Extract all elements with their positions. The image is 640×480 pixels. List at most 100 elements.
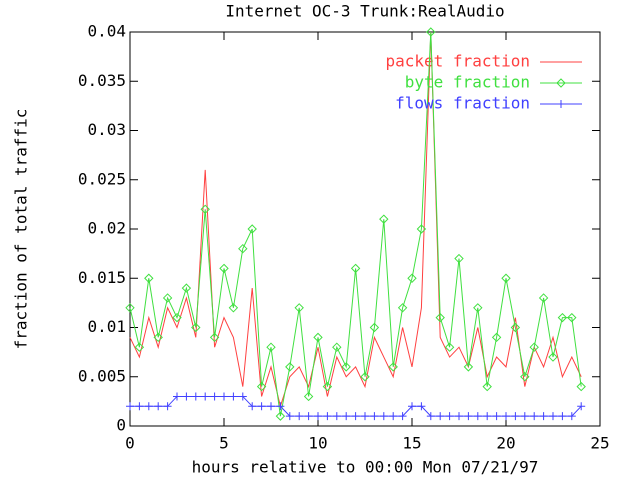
point-marker: [511, 412, 520, 421]
point-marker: [520, 372, 530, 382]
point-marker: [163, 402, 172, 411]
y-tick-label: 0.04: [87, 22, 126, 41]
point-marker: [445, 412, 454, 421]
point-marker: [436, 412, 445, 421]
point-marker: [455, 412, 463, 421]
point-marker: [162, 293, 173, 303]
point-marker: [426, 412, 435, 421]
point-marker: [200, 204, 210, 215]
point-marker: [556, 78, 566, 88]
point-marker: [275, 411, 286, 421]
x-tick-label: 25: [590, 434, 609, 453]
point-marker: [209, 332, 220, 343]
point-marker: [510, 322, 521, 333]
y-tick-label: 0.01: [87, 317, 126, 336]
point-marker: [285, 412, 294, 421]
point-marker: [191, 392, 200, 401]
point-marker: [501, 273, 511, 283]
point-marker: [294, 303, 304, 313]
point-marker: [473, 303, 483, 313]
point-marker: [464, 412, 473, 421]
point-marker: [548, 352, 558, 362]
point-marker: [332, 412, 341, 421]
y-tick-label: 0.02: [87, 219, 126, 238]
point-marker: [201, 392, 210, 401]
point-marker: [247, 224, 257, 234]
point-marker: [126, 402, 134, 411]
point-marker: [351, 412, 360, 421]
point-marker: [219, 263, 229, 274]
point-marker: [229, 392, 238, 401]
point-marker: [276, 402, 285, 411]
y-tick-label: 0.015: [78, 268, 126, 287]
point-marker: [491, 332, 502, 343]
point-marker: [417, 402, 426, 411]
point-marker: [369, 322, 380, 333]
point-marker: [135, 402, 144, 411]
point-marker: [314, 412, 322, 421]
point-marker: [322, 381, 333, 392]
point-marker: [407, 273, 417, 283]
point-marker: [444, 342, 455, 352]
point-marker: [530, 412, 539, 421]
point-marker: [463, 362, 474, 372]
point-marker: [295, 412, 304, 421]
point-marker: [304, 412, 313, 421]
point-marker: [191, 322, 201, 333]
point-marker: [473, 412, 482, 421]
point-marker: [350, 263, 361, 274]
point-marker: [342, 412, 351, 421]
point-marker: [125, 303, 135, 313]
point-marker: [248, 402, 257, 411]
point-marker: [238, 392, 247, 401]
point-marker: [323, 412, 332, 421]
point-marker: [303, 391, 314, 402]
point-marker: [228, 303, 239, 313]
point-marker: [379, 412, 388, 421]
point-marker: [435, 312, 445, 323]
point-marker: [332, 342, 342, 352]
point-marker: [502, 412, 510, 421]
point-marker: [285, 362, 295, 372]
point-marker: [220, 392, 228, 401]
series-line: [129, 31, 582, 409]
x-tick-label: 10: [308, 434, 327, 453]
point-marker: [154, 402, 163, 411]
point-marker: [408, 402, 416, 411]
point-marker: [567, 312, 577, 323]
point-marker: [539, 412, 548, 421]
point-marker: [567, 412, 576, 421]
point-marker: [360, 372, 370, 382]
y-tick-label: 0.005: [78, 366, 126, 385]
point-marker: [426, 27, 436, 37]
point-marker: [398, 412, 407, 421]
point-marker: [173, 392, 181, 401]
x-tick-label: 5: [219, 434, 229, 453]
point-marker: [576, 381, 586, 392]
series-line: [129, 31, 582, 417]
point-marker: [388, 362, 398, 372]
point-marker: [557, 312, 568, 323]
y-tick-label: 0.025: [78, 169, 126, 188]
point-marker: [267, 402, 275, 411]
x-tick-label: 0: [125, 434, 135, 453]
point-marker: [520, 412, 529, 421]
point-marker: [313, 332, 323, 343]
point-marker: [529, 342, 539, 352]
point-marker: [558, 412, 567, 421]
point-marker: [379, 214, 389, 224]
legend-label: packet fraction: [386, 52, 531, 71]
chart-title: Internet OC-3 Trunk:RealAudio: [225, 2, 504, 21]
point-marker: [361, 412, 369, 421]
point-marker: [257, 402, 266, 411]
x-axis-label: hours relative to 00:00 Mon 07/21/97: [192, 458, 539, 477]
point-marker: [210, 392, 219, 401]
y-tick-label: 0: [116, 416, 126, 435]
point-marker: [557, 100, 565, 108]
point-marker: [134, 342, 145, 352]
point-marker: [144, 273, 154, 283]
y-axis-label: fraction of total traffic: [12, 109, 31, 350]
